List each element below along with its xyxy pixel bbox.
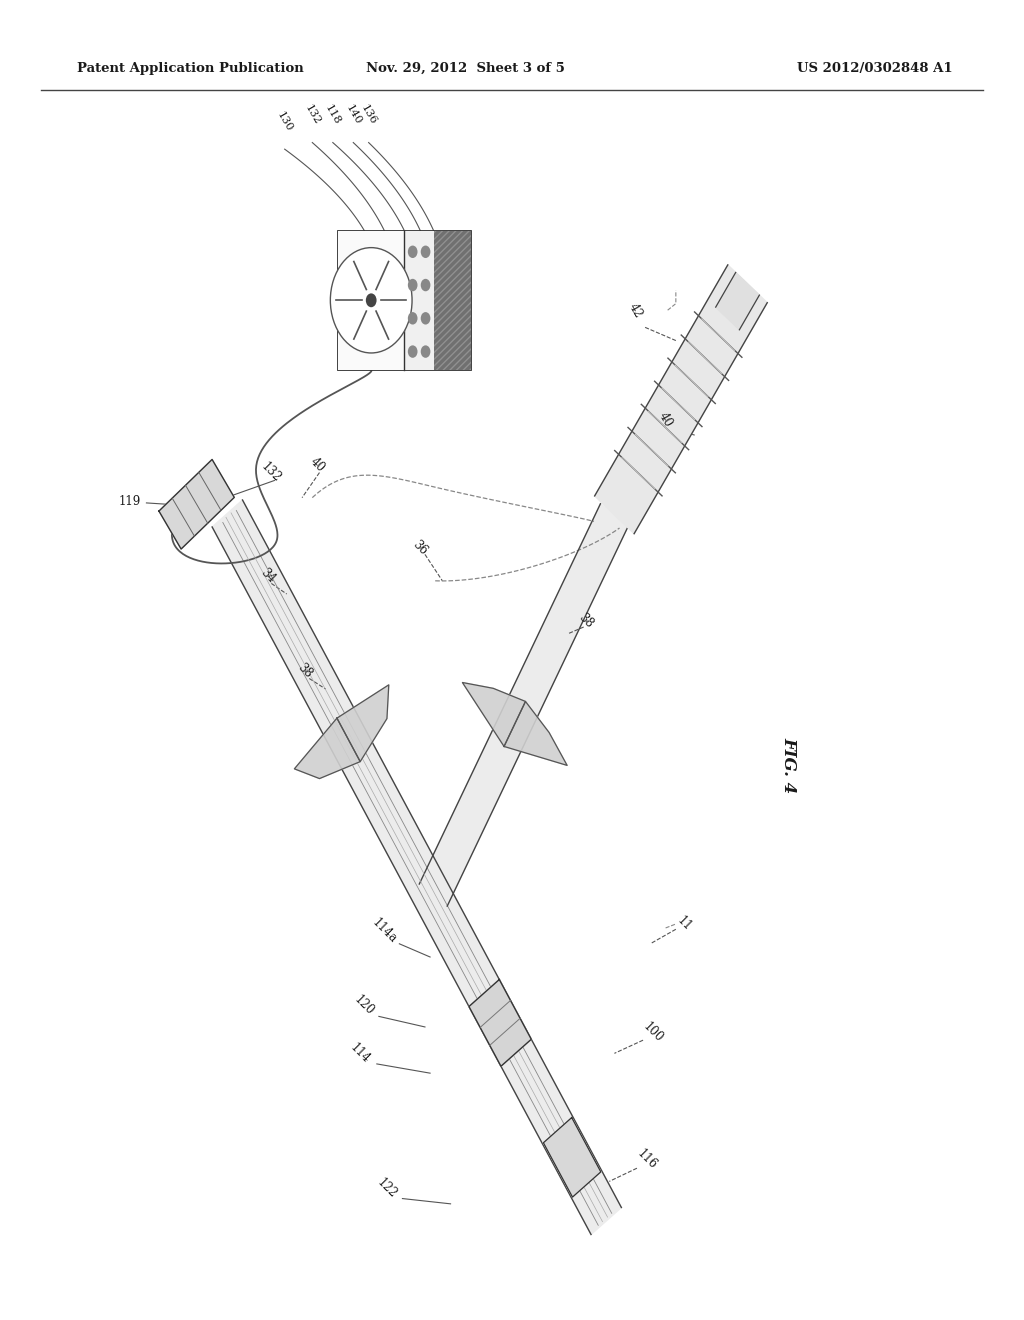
Text: 136: 136 [359, 103, 378, 127]
Circle shape [366, 293, 377, 308]
Text: 119: 119 [119, 495, 141, 508]
Bar [338, 231, 404, 370]
Text: 34: 34 [258, 566, 279, 585]
Circle shape [408, 279, 418, 292]
Polygon shape [337, 685, 389, 762]
Polygon shape [504, 701, 567, 766]
Text: 36: 36 [410, 539, 430, 557]
Text: 140: 140 [344, 103, 362, 127]
Text: 132: 132 [303, 103, 322, 127]
Circle shape [421, 279, 430, 292]
Bar [434, 231, 471, 370]
Polygon shape [469, 979, 531, 1067]
Bar [338, 231, 471, 370]
Polygon shape [595, 265, 767, 533]
Bar [434, 231, 471, 370]
Text: 114a: 114a [369, 916, 399, 945]
Polygon shape [159, 459, 234, 549]
Text: Patent Application Publication: Patent Application Publication [77, 62, 303, 75]
Circle shape [408, 346, 418, 358]
Text: 11: 11 [674, 915, 694, 933]
Circle shape [408, 312, 418, 325]
Text: 132: 132 [259, 461, 284, 484]
Text: US 2012/0302848 A1: US 2012/0302848 A1 [797, 62, 952, 75]
Circle shape [421, 246, 430, 257]
Text: 120: 120 [351, 994, 376, 1018]
Polygon shape [419, 504, 629, 906]
Polygon shape [716, 272, 760, 330]
Text: 38: 38 [575, 611, 596, 630]
Text: 40: 40 [656, 411, 675, 429]
Text: 130: 130 [275, 110, 294, 133]
Polygon shape [544, 1118, 601, 1197]
Polygon shape [294, 718, 360, 779]
Text: 40: 40 [307, 455, 328, 474]
Polygon shape [463, 682, 525, 746]
Text: 38: 38 [295, 661, 315, 680]
Circle shape [421, 346, 430, 358]
Text: 116: 116 [635, 1147, 659, 1171]
Polygon shape [212, 500, 622, 1234]
Text: FIG. 4: FIG. 4 [780, 738, 797, 793]
Bar [404, 231, 434, 370]
Text: 122: 122 [375, 1176, 399, 1200]
Text: 100: 100 [641, 1020, 666, 1044]
Text: Nov. 29, 2012  Sheet 3 of 5: Nov. 29, 2012 Sheet 3 of 5 [367, 62, 565, 75]
Circle shape [408, 246, 418, 257]
Text: 114: 114 [348, 1041, 373, 1065]
Circle shape [331, 248, 412, 352]
Text: 42: 42 [626, 301, 644, 319]
Circle shape [421, 312, 430, 325]
Text: 118: 118 [324, 103, 342, 127]
